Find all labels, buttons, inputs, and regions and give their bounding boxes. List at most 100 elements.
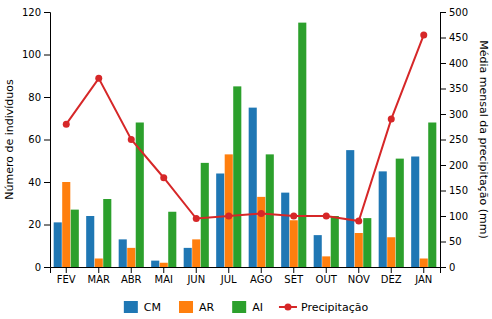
y2-tick-mark bbox=[440, 140, 446, 141]
y-tick: 100 bbox=[22, 49, 50, 60]
x-tick-label: JAN bbox=[414, 274, 432, 285]
x-tick: NOV bbox=[348, 267, 370, 285]
bar bbox=[54, 222, 62, 267]
bar bbox=[420, 259, 428, 268]
y-tick: 20 bbox=[28, 219, 50, 230]
y2-tick: 100 bbox=[440, 211, 468, 222]
x-tick: DEZ bbox=[381, 267, 402, 285]
x-tick: JAN bbox=[414, 267, 432, 285]
y-tick: 60 bbox=[28, 134, 50, 145]
bar bbox=[298, 23, 306, 267]
y2-tick: 400 bbox=[440, 58, 468, 69]
bar bbox=[225, 154, 233, 267]
y2-axis: 050100150200250300350400450500 bbox=[440, 7, 468, 273]
line-marker bbox=[258, 210, 265, 217]
y2-tick-label: 400 bbox=[449, 58, 468, 69]
legend-swatch bbox=[179, 301, 193, 313]
bar bbox=[314, 235, 322, 267]
y2-tick-label: 50 bbox=[449, 236, 462, 247]
x-tick-mark bbox=[326, 267, 327, 273]
x-tick: OUT bbox=[316, 267, 338, 285]
bar bbox=[136, 123, 144, 268]
y2-tick-label: 300 bbox=[449, 109, 468, 120]
x-tick: FEV bbox=[57, 267, 76, 285]
bar bbox=[379, 171, 387, 267]
bar bbox=[184, 248, 192, 267]
bar bbox=[86, 216, 94, 267]
y-tick: 80 bbox=[28, 92, 50, 103]
bar bbox=[396, 159, 404, 267]
x-tick-label: SET bbox=[284, 274, 304, 285]
x-tick: AGO bbox=[250, 267, 272, 285]
x-tick-label: MAI bbox=[155, 274, 173, 285]
y-tick-mark bbox=[44, 55, 50, 56]
bar bbox=[428, 123, 436, 268]
legend-label: Precipitação bbox=[301, 301, 368, 314]
x-tick-mark bbox=[131, 267, 132, 273]
legend: CM AR AI Precipitação bbox=[124, 301, 369, 314]
y2-tick-mark bbox=[440, 38, 446, 39]
y-tick-mark bbox=[44, 267, 50, 268]
legend-label: CM bbox=[144, 301, 161, 314]
y-tick-mark bbox=[44, 140, 50, 141]
y-tick-mark bbox=[44, 182, 50, 183]
line-marker bbox=[420, 31, 427, 38]
y2-tick-mark bbox=[440, 216, 446, 217]
line-marker bbox=[290, 213, 297, 220]
x-tick-mark bbox=[228, 267, 229, 273]
y2-tick: 250 bbox=[440, 134, 468, 145]
x-tick: MAI bbox=[155, 267, 173, 285]
y2-tick-label: 250 bbox=[449, 134, 468, 145]
x-tick: JUN bbox=[186, 267, 205, 285]
line-marker bbox=[160, 174, 167, 181]
y-tick-label: 80 bbox=[28, 92, 41, 103]
x-tick-mark bbox=[261, 267, 262, 273]
x-tick-label: DEZ bbox=[381, 274, 402, 285]
line-marker bbox=[388, 116, 395, 123]
y2-tick-label: 350 bbox=[449, 83, 468, 94]
bar bbox=[249, 108, 257, 267]
line-marker bbox=[95, 75, 102, 82]
y2-tick: 350 bbox=[440, 83, 468, 94]
y-tick: 0 bbox=[35, 262, 50, 273]
x-tick-mark bbox=[163, 267, 164, 273]
legend-marker bbox=[284, 304, 291, 311]
x-tick-mark bbox=[423, 267, 424, 273]
bar bbox=[290, 220, 298, 267]
y-tick-mark bbox=[44, 97, 50, 98]
legend-label: AI bbox=[252, 301, 263, 314]
y2-tick-mark bbox=[440, 63, 446, 64]
y2-tick-mark bbox=[440, 165, 446, 166]
bar bbox=[168, 212, 176, 267]
bar-series bbox=[71, 23, 437, 267]
legend-item: AR bbox=[179, 301, 215, 314]
x-tick: ABR bbox=[121, 267, 142, 285]
x-tick-label: NOV bbox=[348, 274, 370, 285]
legend-item: AI bbox=[232, 301, 263, 314]
y2-tick: 500 bbox=[440, 7, 468, 18]
line-marker bbox=[225, 213, 232, 220]
legend-swatch bbox=[232, 301, 246, 313]
line-marker bbox=[63, 121, 70, 128]
y2-tick-label: 0 bbox=[449, 262, 455, 273]
y-tick: 40 bbox=[28, 177, 50, 188]
bar bbox=[355, 233, 363, 267]
bar bbox=[363, 218, 371, 267]
x-axis-line bbox=[51, 268, 441, 274]
bar bbox=[160, 263, 168, 267]
x-tick-mark bbox=[293, 267, 294, 273]
bar bbox=[233, 86, 241, 267]
bar bbox=[266, 154, 274, 267]
legend-label: AR bbox=[199, 301, 215, 314]
y2-tick: 0 bbox=[440, 262, 455, 273]
x-axis: FEVMARABRMAIJUNJULAGOSETOUTNOVDEZJAN bbox=[51, 267, 441, 285]
y2-tick-mark bbox=[440, 114, 446, 115]
x-tick-label: JUN bbox=[186, 274, 205, 285]
bar-series bbox=[62, 154, 428, 267]
y-tick: 120 bbox=[22, 7, 50, 18]
y2-tick-mark bbox=[440, 191, 446, 192]
y2-tick: 50 bbox=[440, 236, 462, 247]
y-tick-label: 100 bbox=[22, 49, 41, 60]
y2-tick-mark bbox=[440, 89, 446, 90]
chart: 0204060801001200501001502002503003504004… bbox=[0, 0, 492, 319]
